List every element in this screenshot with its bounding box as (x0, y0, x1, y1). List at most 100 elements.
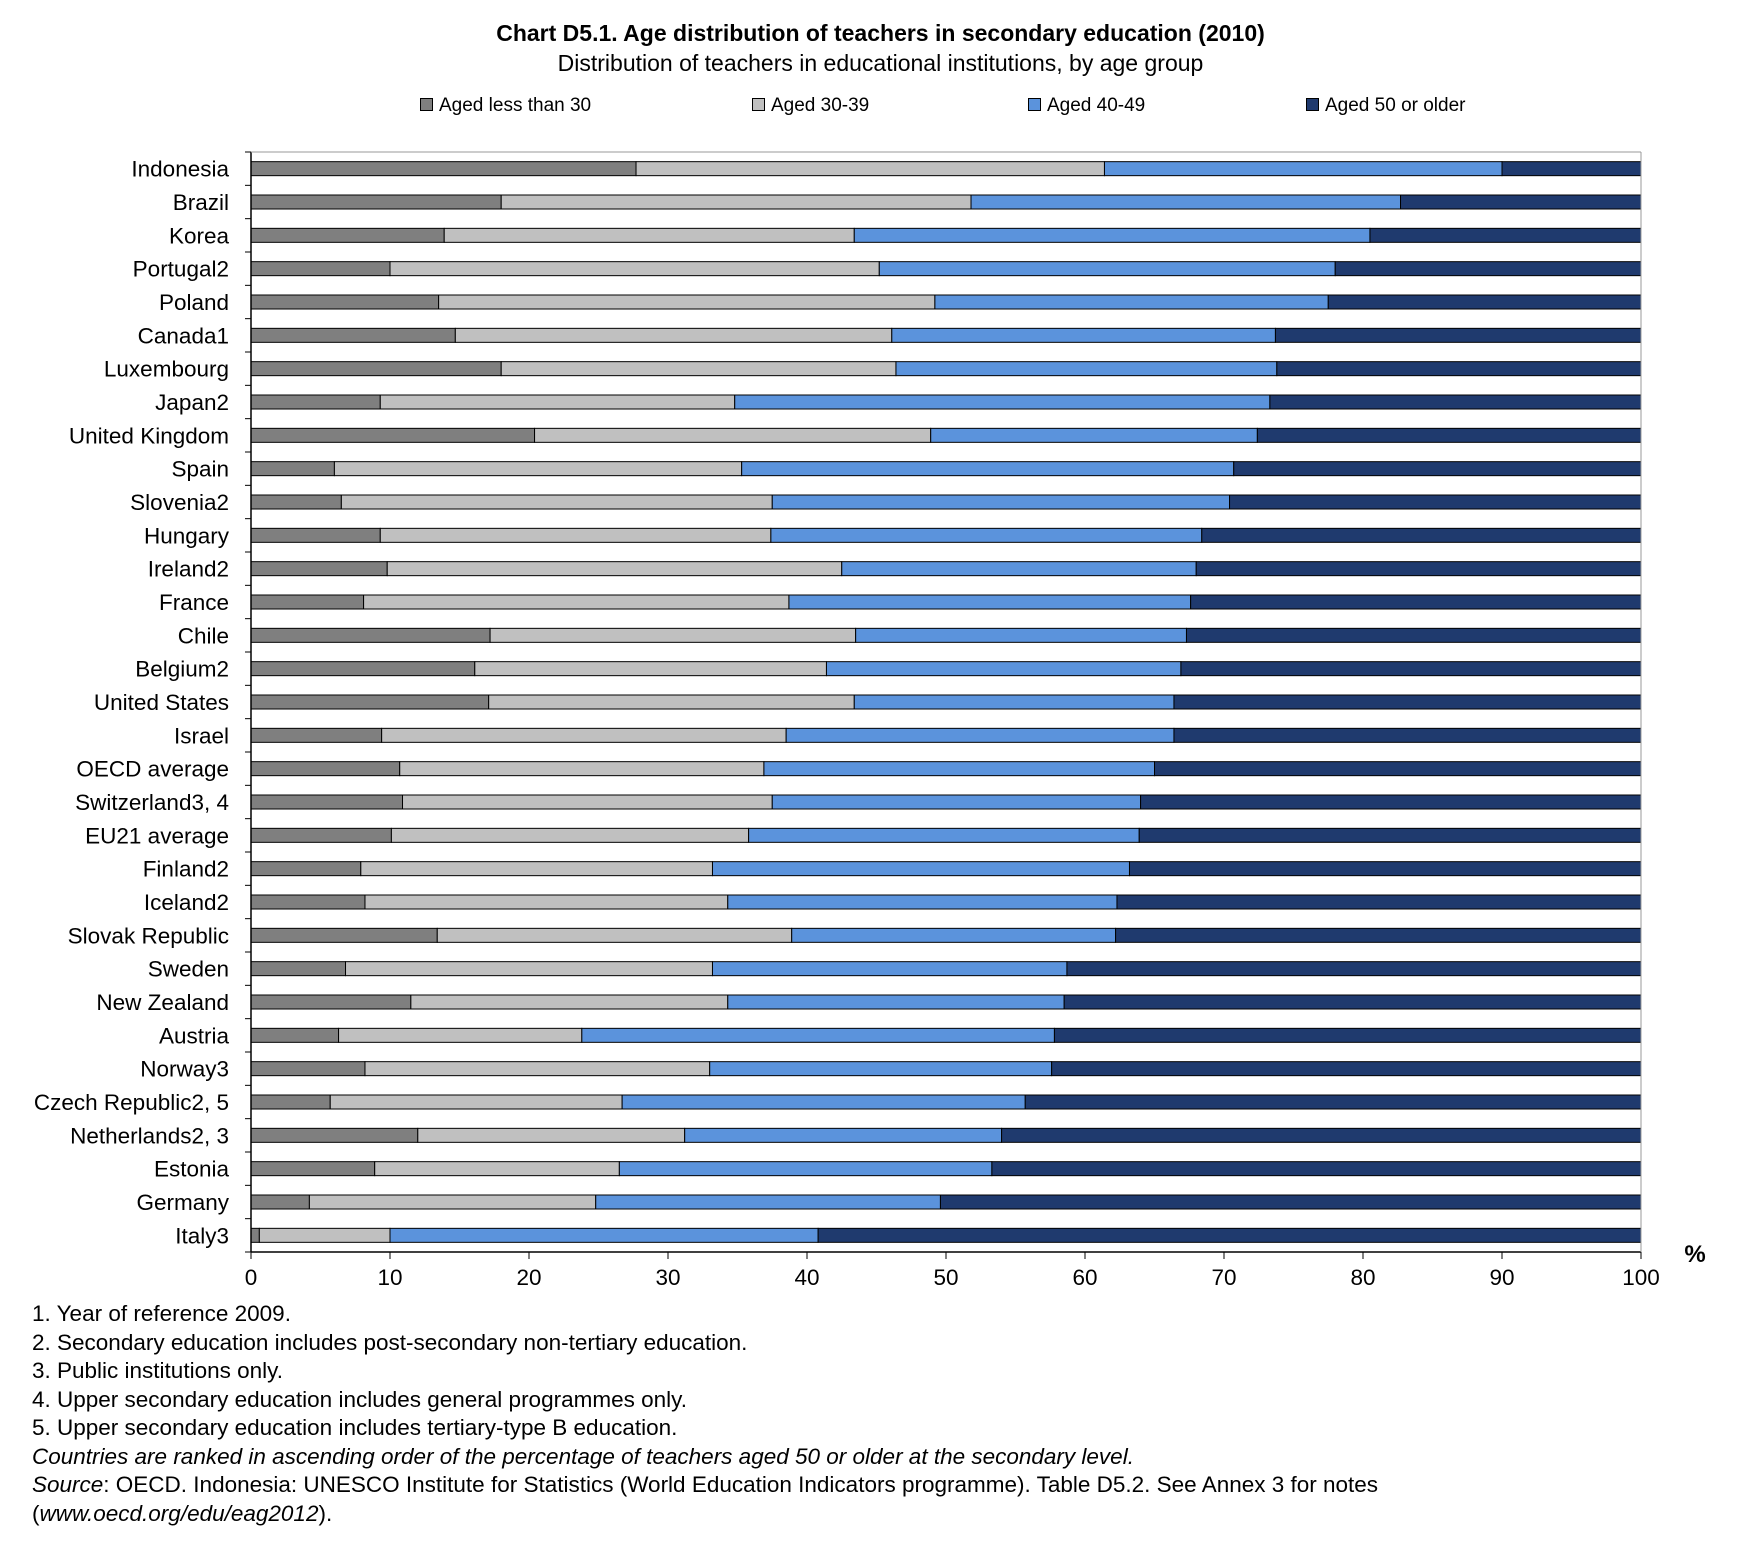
footnote-3: 3. Public institutions only. (32, 1358, 283, 1383)
bar-50-plus (1180, 661, 1642, 677)
bar-50-plus (1256, 427, 1642, 443)
bar-30-39 (379, 527, 772, 543)
category-label: Korea (169, 223, 230, 248)
bar-under-30 (250, 294, 440, 310)
bar-30-39 (360, 861, 713, 877)
footnote-2: 2. Secondary education includes post-sec… (32, 1329, 748, 1355)
bar-50-plus (1400, 194, 1642, 210)
bar-30-39 (410, 994, 729, 1010)
bar-40-49 (770, 527, 1203, 543)
category-label: Hungary (144, 523, 230, 548)
bar-30-39 (329, 1094, 623, 1110)
chart-subtitle: Distribution of teachers in educational … (557, 50, 1204, 76)
bar-40-49 (878, 261, 1336, 277)
source-url: www.oecd.org/edu/eag2012 (39, 1500, 319, 1526)
footnote-5: 5. Upper secondary education includes te… (32, 1415, 678, 1440)
bar-40-49 (785, 727, 1175, 743)
legend-item-under-30: Aged less than 30 (420, 95, 591, 117)
bar-30-39 (345, 961, 713, 977)
bar-under-30 (250, 427, 536, 443)
category-label: Czech Republic2, 5 (34, 1090, 229, 1115)
category-label: Netherlands2, 3 (70, 1123, 229, 1148)
bar-40-49 (734, 394, 1271, 410)
bar-40-49 (1103, 161, 1503, 177)
bar-under-30 (250, 227, 445, 243)
legend-swatch-30-39 (752, 98, 765, 111)
bar-50-plus (1128, 861, 1642, 877)
bar-30-39 (389, 261, 880, 277)
x-tick-label: 100 (1622, 1265, 1660, 1290)
bar-under-30 (250, 327, 456, 343)
bar-50-plus (1185, 627, 1642, 643)
legend-swatch-under-30 (420, 98, 433, 111)
bar-40-49 (763, 761, 1155, 777)
bar-under-30 (250, 1094, 331, 1110)
bar-30-39 (399, 761, 765, 777)
bar-under-30 (250, 461, 335, 477)
bar-30-39 (333, 461, 743, 477)
bar-50-plus (939, 1194, 1642, 1210)
legend-swatch-40-49 (1028, 98, 1041, 111)
footnote-4: 4. Upper secondary education includes ge… (32, 1386, 687, 1412)
bar-50-plus (991, 1161, 1642, 1177)
x-tick-label: 50 (933, 1265, 958, 1290)
bar-under-30 (250, 927, 438, 943)
bar-30-39 (474, 661, 827, 677)
bar-40-49 (855, 627, 1187, 643)
bar-50-plus (1140, 794, 1642, 810)
bar-under-30 (250, 194, 502, 210)
bar-50-plus (1154, 761, 1642, 777)
bar-30-39 (381, 727, 787, 743)
category-label: Norway3 (140, 1057, 229, 1082)
chart-title: Chart D5.1. Age distribution of teachers… (496, 20, 1265, 46)
bar-under-30 (250, 494, 342, 510)
source-text: : OECD. Indonesia: UNESCO Institute for … (103, 1472, 1379, 1497)
bar-under-30 (250, 1161, 376, 1177)
bar-50-plus (1116, 894, 1642, 910)
x-tick-label: 10 (377, 1265, 402, 1290)
legend-label-40-49: Aged 40-49 (1047, 95, 1146, 116)
x-tick-label: 0 (245, 1265, 258, 1290)
bar-40-49 (825, 661, 1182, 677)
bar-30-39 (364, 894, 729, 910)
bar-30-39 (635, 161, 1105, 177)
bar-50-plus (1233, 461, 1642, 477)
bar-30-39 (379, 394, 736, 410)
bar-under-30 (250, 1027, 340, 1043)
legend-label-30-39: Aged 30-39 (771, 95, 870, 116)
category-label: Iceland2 (144, 890, 229, 915)
bar-under-30 (250, 261, 391, 277)
bar-under-30 (250, 594, 365, 610)
bar-50-plus (1051, 1061, 1642, 1077)
bar-under-30 (250, 161, 637, 177)
source-url-line: (www.oecd.org/edu/eag2012). (32, 1500, 333, 1526)
bar-50-plus (1276, 361, 1642, 377)
category-label: United States (94, 690, 229, 715)
bar-50-plus (1369, 227, 1642, 243)
bar-under-30 (250, 394, 381, 410)
category-label: Italy3 (175, 1223, 229, 1248)
bar-under-30 (250, 1194, 310, 1210)
bar-40-49 (727, 894, 1118, 910)
category-label: OECD average (76, 757, 229, 782)
bar-40-49 (748, 827, 1140, 843)
legend-item-40-49: Aged 40-49 (1028, 95, 1145, 117)
legend-label-50-plus: Aged 50 or older (1325, 95, 1466, 116)
bar-50-plus (1066, 961, 1642, 977)
category-label: Slovak Republic (68, 923, 229, 948)
legend-item-50-plus: Aged 50 or older (1306, 95, 1466, 117)
bar-50-plus (1173, 694, 1642, 710)
category-label: United Kingdom (69, 423, 229, 448)
bar-30-39 (500, 194, 972, 210)
bar-30-39 (436, 927, 793, 943)
bar-under-30 (250, 961, 347, 977)
bar-50-plus (1327, 294, 1642, 310)
bar-40-49 (934, 294, 1329, 310)
bar-under-30 (250, 1227, 260, 1243)
ranking-note: Countries are ranked in ascending order … (32, 1443, 1134, 1469)
category-label: Chile (178, 623, 229, 648)
bar-30-39 (417, 1127, 686, 1143)
bar-40-49 (891, 327, 1276, 343)
category-label: Indonesia (131, 157, 229, 182)
bar-under-30 (250, 561, 388, 577)
